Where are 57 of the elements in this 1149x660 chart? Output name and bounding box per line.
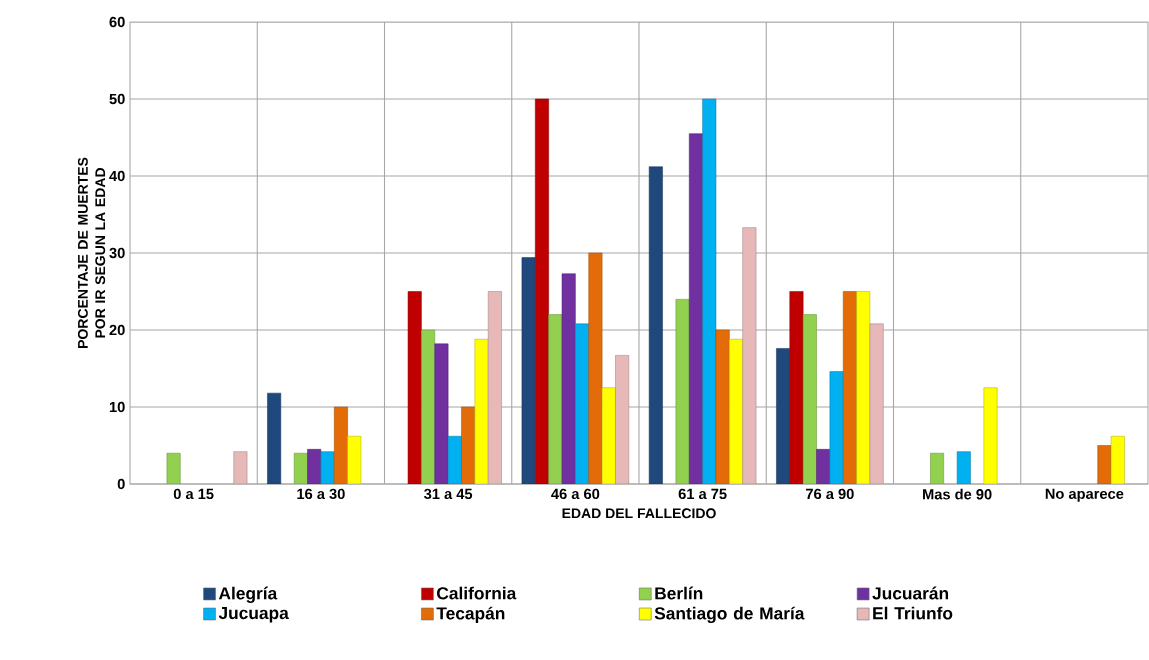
bar (729, 338, 743, 484)
y-tick-label: 50 (109, 93, 125, 105)
legend-label: California (437, 586, 517, 600)
y-tick-label: 30 (109, 247, 125, 259)
legend-label: Berlín (655, 586, 703, 600)
bar (434, 343, 449, 484)
bar (575, 323, 590, 484)
bar (548, 314, 563, 484)
legend-label: Jucuapa (218, 607, 289, 623)
bar (648, 166, 663, 484)
legend-label: Santiago de María (654, 606, 805, 624)
bar (816, 449, 831, 484)
bar (1110, 435, 1125, 484)
x-tick-label: 31 a 45 (424, 488, 473, 500)
bar (320, 451, 335, 484)
y-tick-label: 0 (117, 478, 125, 490)
x-axis-title: EDAD DEL FALLECIDO (562, 508, 716, 519)
legend-label: Tecapán (436, 606, 505, 623)
y-tick-label: 10 (109, 401, 125, 413)
bar (789, 291, 804, 484)
legend-label: El Triunfo (873, 606, 953, 620)
bar (535, 98, 549, 484)
bar (601, 387, 616, 484)
bar (421, 329, 436, 484)
x-tick-label: No aparece (1045, 488, 1124, 502)
legend-label: Alegría (218, 586, 278, 603)
bar (802, 314, 817, 484)
x-tick-label: 61 a 75 (678, 488, 727, 500)
y-axis-title: PORCENTAJE DE MUERTES POR IR SEGUN LA EDAD (77, 157, 106, 348)
x-tick-label: 46 a 60 (551, 488, 600, 500)
bar (930, 452, 945, 484)
bar (166, 452, 181, 484)
x-tick-label: Mas de 90 (923, 488, 992, 500)
x-tick-label: 16 a 30 (297, 488, 345, 500)
bar (688, 133, 703, 484)
bar (675, 298, 690, 484)
bar (474, 338, 489, 484)
bar (447, 435, 462, 484)
y-tick-label: 20 (109, 324, 125, 336)
bar (293, 452, 308, 484)
bar (521, 257, 536, 484)
bar (856, 291, 871, 484)
bar (307, 449, 322, 484)
bar (561, 273, 576, 484)
bar (983, 387, 998, 484)
bar (829, 371, 844, 484)
bar (347, 435, 362, 484)
bar (702, 98, 717, 484)
bar (267, 392, 282, 484)
x-tick-label: 76 a 90 (806, 488, 854, 500)
bar (407, 291, 422, 484)
y-tick-label: 40 (109, 170, 125, 182)
x-tick-label: 0 a 15 (173, 488, 214, 500)
y-tick-label: 60 (109, 16, 125, 28)
legend-label: Jucuarán (872, 586, 949, 600)
bar (956, 451, 971, 484)
bar (776, 348, 791, 484)
